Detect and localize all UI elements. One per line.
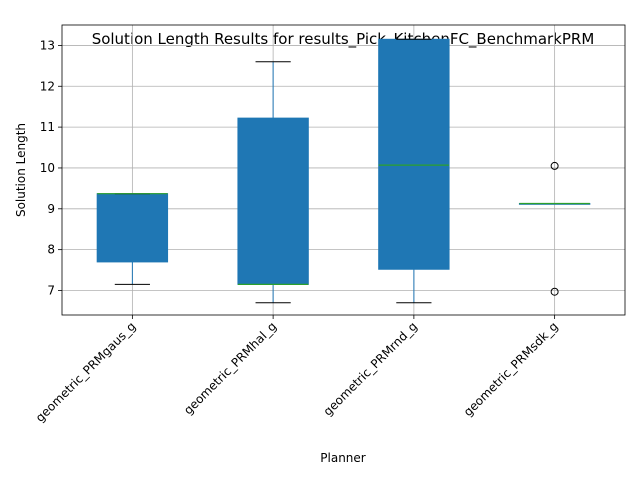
x-axis-ticks: geometric_PRMgaus_g geometric_PRMhal_g geo… — [33, 315, 561, 425]
y-tick-label: 8 — [47, 243, 55, 257]
box-body — [96, 193, 169, 263]
y-tick-label: 13 — [40, 38, 55, 52]
x-tick-label: geometric_PRMrnd_g — [321, 319, 420, 418]
y-tick-label: 10 — [40, 161, 55, 175]
box-series — [96, 38, 591, 304]
plot-frame — [61, 24, 626, 316]
x-axis-label: Planner — [320, 451, 366, 465]
x-tick-label: geometric_PRMsdk_g — [461, 319, 561, 419]
y-tick-label: 12 — [40, 79, 55, 93]
x-tick-label: geometric_PRMhal_g — [181, 319, 279, 417]
box-geometric_PRMsdk_g — [518, 161, 591, 296]
x-tick-label: geometric_PRMgaus_g — [33, 319, 139, 425]
y-axis-label: Solution Length — [14, 123, 28, 217]
box-geometric_PRMgaus_g — [96, 193, 169, 285]
box-body — [378, 38, 450, 270]
outlier-point — [550, 287, 559, 296]
grid-lines — [62, 25, 625, 315]
outlier-point — [550, 161, 559, 170]
y-axis-ticks: 7 8 9 10 11 12 13 — [40, 38, 62, 297]
y-tick-label: 7 — [47, 283, 55, 297]
y-tick-label: 9 — [47, 202, 55, 216]
chart-title: Solution Length Results for results_Pick… — [92, 30, 595, 49]
box-geometric_PRMhal_g — [237, 61, 309, 304]
box-geometric_PRMrnd_g — [378, 38, 450, 304]
y-tick-label: 11 — [40, 120, 55, 134]
box-body — [237, 117, 309, 285]
